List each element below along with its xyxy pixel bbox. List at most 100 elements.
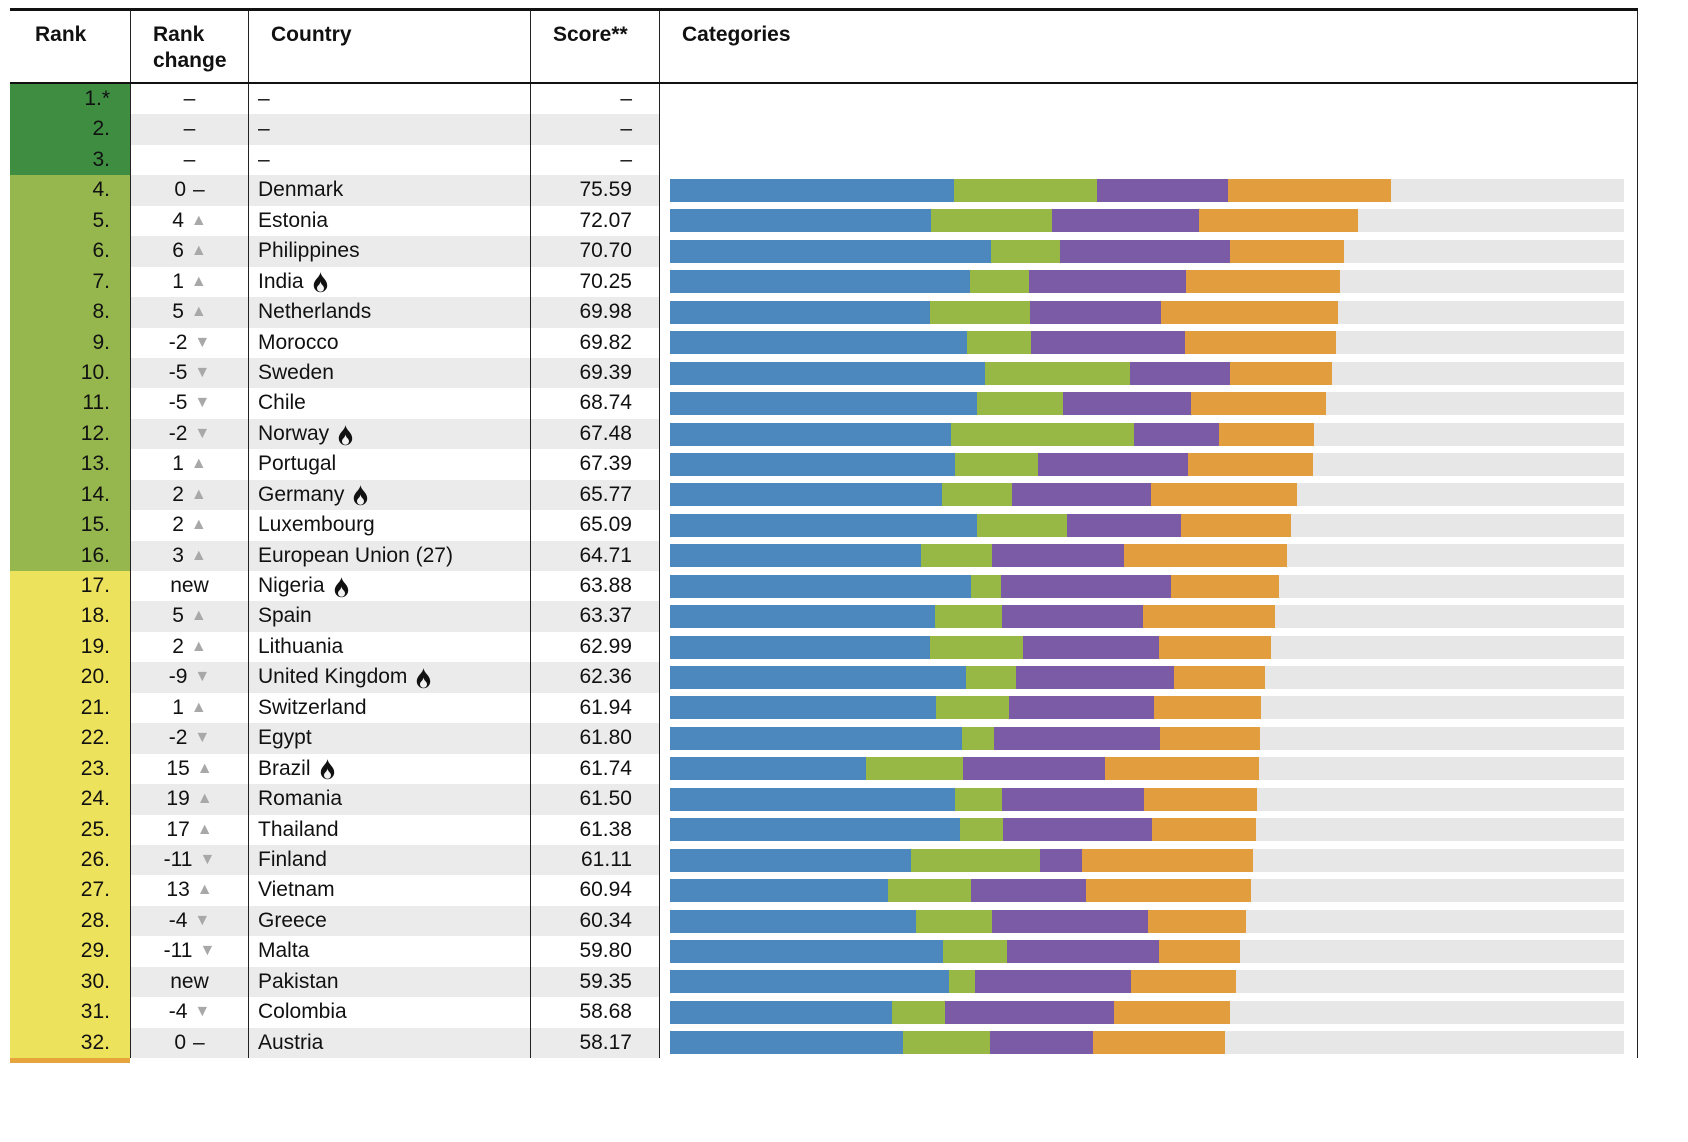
blue-segment [670,544,921,568]
rank-down-triangle-icon: ▼ [194,668,211,686]
stacked-bar-track [670,696,1624,720]
rank-down-triangle-icon: ▼ [194,729,211,747]
flame-icon [334,576,348,598]
country-cell: Vietnam [248,875,530,906]
orange-segment [1130,970,1237,994]
stacked-bar-track [670,361,1624,385]
score-cell: 64.71 [530,540,659,571]
country-name: Brazil [258,756,311,780]
green-segment [965,666,1017,690]
blue-segment [670,605,936,629]
stacked-bar-track [670,179,1624,203]
categories-cell [659,905,1638,937]
score-cell: 58.68 [530,997,659,1028]
blue-segment [670,635,931,659]
purple-segment [1001,787,1145,811]
green-segment [966,331,1031,355]
country-cell: Thailand [248,814,530,845]
orange-segment [1160,726,1260,750]
stacked-bar-track [670,239,1624,263]
categories-cell [659,844,1638,876]
categories-cell [659,601,1638,632]
purple-segment [1060,239,1230,263]
rank-down-triangle-icon: ▼ [194,1003,211,1021]
score-cell: 68.74 [530,388,659,419]
blue-segment [670,300,931,324]
rank-change-cell: 5 ▲ [130,297,248,328]
rank-change-value: 2 [172,513,184,537]
score-cell: 69.39 [530,357,659,389]
blue-segment [670,270,970,294]
rank-change-value: -5 [168,391,188,415]
rank-up-triangle-icon: ▲ [196,820,213,838]
purple-segment [1006,939,1160,963]
stacked-bar-track [670,818,1624,842]
categories-cell [659,449,1638,480]
green-segment [930,635,1023,659]
purple-segment [1002,818,1152,842]
rank-change-cell: -5 ▼ [130,357,248,389]
table-row: 7. 1 ▲ India 70.25 [10,266,1638,298]
score-cell: 69.82 [530,327,659,358]
orange-segment [1228,179,1392,203]
country-cell: Denmark [248,175,530,206]
rank-cell: 15. [10,510,130,541]
rank-cell: 17. [10,571,130,602]
rank-change-value: 3 [172,543,184,567]
country-cell: Spain [248,601,530,632]
rank-cell: 8. [10,297,130,328]
orange-segment [1159,635,1271,659]
purple-segment [992,909,1148,933]
rank-change-cell: 17 ▲ [130,814,248,845]
categories-cell [659,692,1638,724]
rank-change-value: -4 [168,1000,188,1024]
country-name: – [258,147,270,171]
categories-cell [659,936,1638,967]
rank-change-cell: -2 ▼ [130,418,248,450]
purple-segment [1066,513,1182,537]
country-cell: United Kingdom [248,662,530,693]
header-score: Score** [530,11,659,82]
rank-change-value: 5 [172,604,184,628]
rank-change-cell: – [130,84,248,115]
country-cell: Portugal [248,449,530,480]
rank-change-value: 0 [174,1030,186,1054]
categories-cell [659,966,1638,998]
purple-segment [944,1000,1114,1024]
country-cell: Nigeria [248,571,530,602]
rank-cell: 9. [10,327,130,358]
table-row: 1.* – – – [10,84,1638,115]
purple-segment [1029,300,1162,324]
rank-change-value: -2 [168,421,188,445]
stacked-bar-track [670,1000,1624,1024]
country-name: Malta [258,939,310,963]
rank-cell: 2. [10,114,130,145]
rank-cell: 18. [10,601,130,632]
categories-cell [659,510,1638,541]
country-cell: Romania [248,784,530,815]
rank-up-triangle-icon: ▲ [190,546,207,564]
score-cell: 61.80 [530,723,659,754]
flame-icon [338,424,353,445]
score-cell: – [530,144,659,176]
purple-segment [1012,483,1151,507]
stacked-bar-track [670,879,1624,903]
country-cell: – [248,144,530,176]
stacked-bar-track [670,1031,1624,1055]
flame-icon [354,485,368,506]
stacked-bar-track [670,513,1624,537]
rank-cell: 7. [10,266,130,298]
stacked-bar-track [670,270,1624,294]
rank-cell: 27. [10,875,130,906]
orange-segment [1150,483,1298,507]
country-name: Greece [258,908,327,932]
orange-segment [1151,818,1256,842]
blue-segment [670,939,943,963]
score-cell: 63.88 [530,571,659,602]
blue-segment [670,970,949,994]
rank-change-cell: -5 ▼ [130,388,248,419]
orange-segment [1082,848,1253,872]
rank-cell: 5. [10,205,130,237]
rank-up-triangle-icon: ▲ [190,242,207,260]
country-cell: Greece [248,905,530,937]
